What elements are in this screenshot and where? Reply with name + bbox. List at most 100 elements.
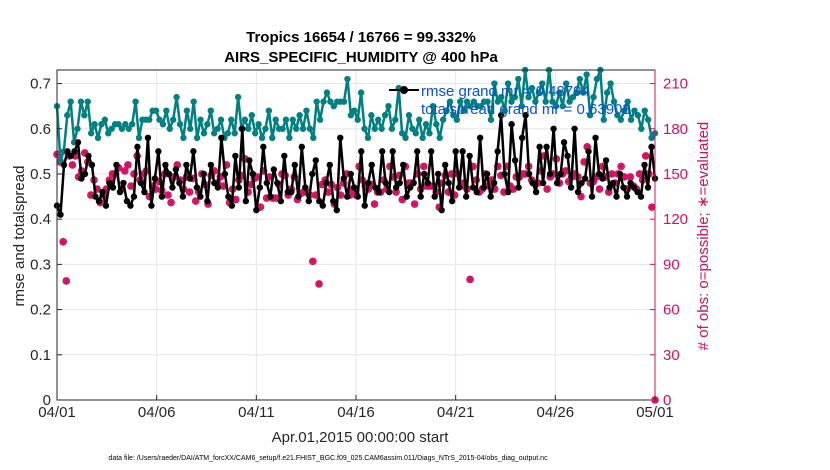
totalspread-marker (375, 116, 382, 123)
footer-data-file: data file: /Users/raeder/DAI/ATM_forcXX/… (108, 455, 548, 462)
totalspread-marker (176, 121, 184, 128)
rmse-marker (459, 148, 466, 155)
rmse-marker (407, 184, 414, 191)
rmse-marker (375, 188, 382, 196)
obs-evaluated-marker (543, 185, 551, 193)
rmse-marker (95, 197, 103, 205)
totalspread-marker (115, 121, 122, 128)
rmse-marker (438, 206, 445, 214)
obs-evaluated-marker (420, 162, 428, 170)
rmse-marker (232, 152, 239, 160)
obs-evaluated-marker (192, 197, 200, 205)
rmse-marker (123, 197, 131, 205)
rmse-marker (532, 188, 540, 196)
obs-evaluated-marker (121, 167, 129, 175)
rmse-marker (644, 184, 652, 191)
rmse-marker (319, 202, 326, 209)
totalspread-marker (453, 116, 461, 123)
asterisk-stroke (87, 191, 95, 199)
obs-evaluated-marker (636, 170, 644, 178)
totalspread-marker (552, 102, 560, 110)
rmse-marker (389, 148, 396, 155)
rmse-marker (448, 197, 456, 205)
obs-evaluated-marker (617, 162, 625, 170)
obs-evaluated-marker (309, 257, 317, 265)
rmse-marker (585, 148, 592, 155)
rmse-marker (253, 206, 260, 214)
totalspread-marker (419, 134, 426, 142)
rmse-marker (511, 157, 519, 164)
legend-rmse-label: rmse grand mr = 0.48794 (421, 83, 590, 100)
rmse-marker (420, 170, 428, 178)
rmse-marker (630, 184, 638, 191)
rmse-marker (302, 184, 309, 191)
totalspread-marker (152, 107, 160, 114)
rmse-marker (78, 175, 85, 182)
rmse-marker (508, 121, 515, 128)
asterisk-stroke (59, 238, 67, 245)
totalspread-marker (580, 89, 587, 96)
rmse-marker (403, 193, 410, 200)
rmse-marker (130, 193, 138, 200)
asterisk-stroke (254, 173, 261, 181)
rmse-marker (71, 148, 78, 155)
totalspread-marker (539, 80, 546, 87)
obs-evaluated-marker (596, 185, 604, 193)
rmse-marker (256, 184, 264, 191)
totalspread-marker (450, 112, 457, 119)
totalspread-marker (525, 93, 532, 101)
totalspread-marker (323, 89, 331, 96)
totalspread-marker (251, 130, 259, 137)
totalspread-marker (265, 107, 273, 114)
totalspread-marker (610, 98, 618, 105)
rmse-marker (176, 179, 183, 187)
totalspread-marker (132, 98, 139, 105)
rmse-marker (92, 193, 99, 200)
rmse-marker (179, 193, 187, 200)
rmse-marker (344, 193, 351, 200)
rmse-marker (337, 134, 344, 142)
rmse-marker (183, 161, 190, 169)
totalspread-marker (446, 98, 454, 105)
totalspread-marker (436, 134, 443, 142)
legend-rmse-marker (400, 86, 408, 94)
totalspread-marker (378, 125, 385, 132)
obs-evaluated-marker (186, 188, 194, 196)
totalspread-marker (477, 102, 484, 110)
asterisk-stroke (124, 161, 132, 169)
rmse-marker (102, 202, 110, 209)
totalspread-marker (416, 116, 423, 123)
totalspread-marker (330, 102, 337, 110)
rmse-marker (291, 161, 299, 169)
asterisk-stroke (392, 188, 400, 196)
totalspread-marker (412, 130, 419, 137)
totalspread-marker (306, 125, 314, 132)
obs-evaluated-marker (81, 149, 89, 157)
rmse-marker (204, 197, 211, 205)
totalspread-marker (631, 107, 638, 114)
totalspread-marker (327, 98, 334, 105)
totalspread-marker (405, 112, 413, 119)
asterisk-stroke (580, 158, 588, 166)
rmse-marker (529, 179, 536, 187)
rmse-marker (372, 184, 379, 191)
totalspread-marker (443, 107, 450, 114)
rmse-marker (106, 179, 113, 187)
totalspread-marker (286, 134, 293, 142)
totalspread-marker (388, 125, 396, 132)
obs-evaluated-marker (626, 173, 634, 181)
totalspread-marker (484, 98, 491, 105)
rmse-marker (434, 170, 442, 178)
rmse-marker (543, 143, 550, 151)
rmse-marker (358, 148, 365, 155)
asterisk-stroke (636, 170, 643, 178)
totalspread-marker (593, 75, 601, 83)
y-tick-label: 0.2 (30, 302, 51, 319)
totalspread-marker (518, 102, 525, 110)
asterisk-stroke (232, 196, 239, 203)
rmse-marker (323, 179, 330, 187)
totalspread-marker (159, 121, 167, 128)
asterisk-stroke (642, 152, 649, 160)
totalspread-marker (299, 125, 307, 132)
y-axis-label: rmse and totalspread (11, 166, 28, 307)
